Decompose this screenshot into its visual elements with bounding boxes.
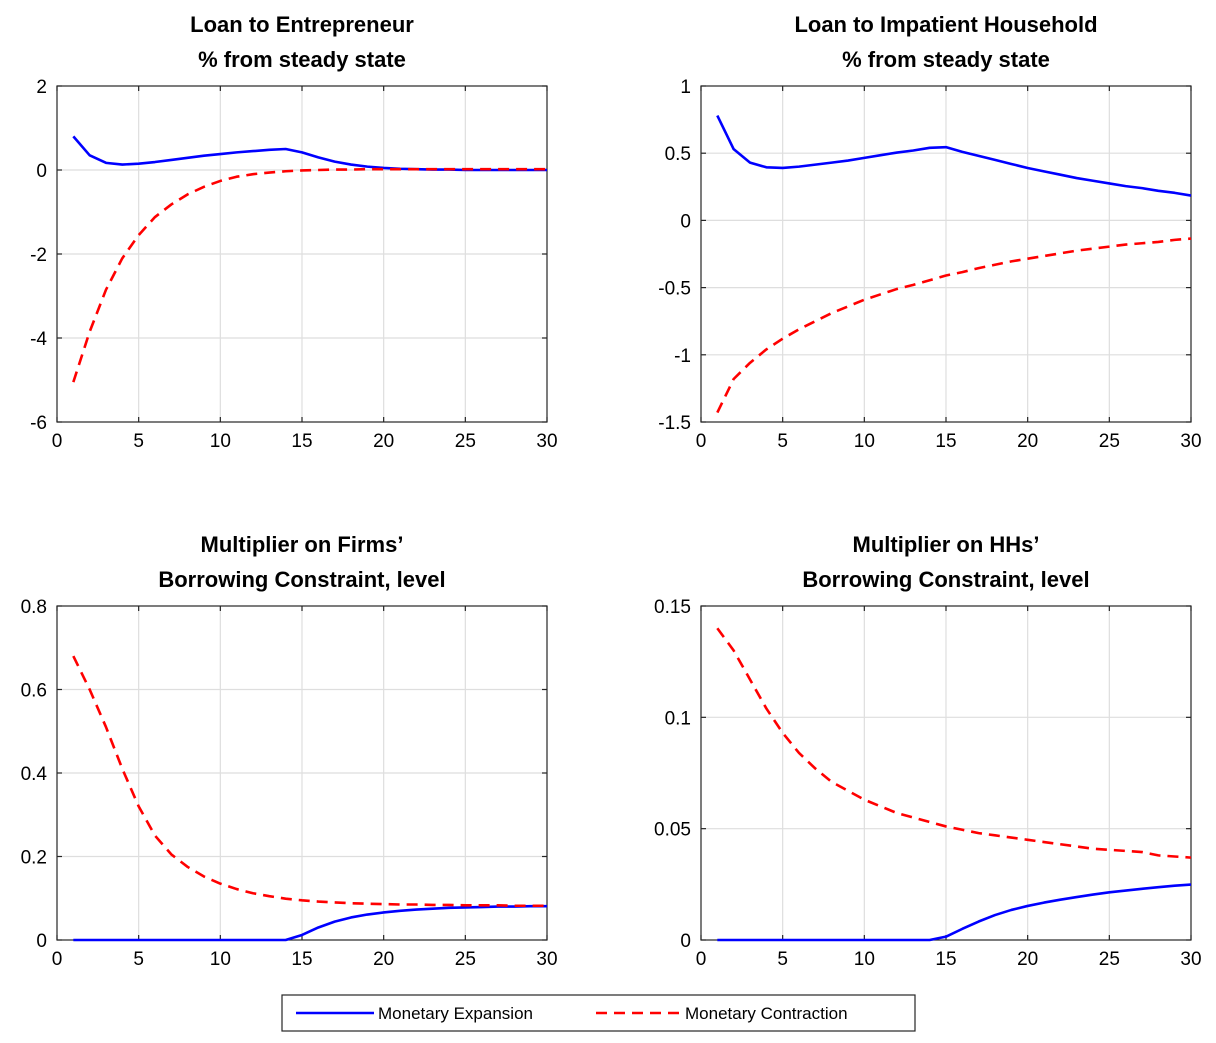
- y-tick-label: 0.1: [665, 708, 691, 729]
- y-tick-label: 0.8: [21, 597, 47, 618]
- series-line-contraction: [72, 167, 547, 383]
- y-tick-label: 2: [36, 77, 47, 98]
- x-tick-label: 10: [210, 431, 231, 452]
- x-tick-label: 25: [455, 431, 476, 452]
- chart-title-line-1: Multiplier on HHs’: [853, 532, 1040, 557]
- y-tick-label: -6: [30, 413, 47, 434]
- x-tick-label: 30: [1180, 431, 1201, 452]
- y-tick-label: 0: [36, 161, 47, 182]
- x-tick-label: 5: [777, 431, 788, 452]
- x-tick-label: 20: [1017, 431, 1038, 452]
- y-tick-label: 1: [680, 77, 691, 98]
- y-tick-label: 0.15: [654, 597, 691, 618]
- x-tick-label: 30: [536, 949, 557, 970]
- x-tick-label: 20: [373, 949, 394, 970]
- x-tick-label: 10: [854, 949, 875, 970]
- chart-panel-4: 0 5 10 15 20 25 30 0 0.05 0.1 0.15 Multiplier on HH…: [654, 532, 1202, 970]
- x-tick-label: 30: [536, 431, 557, 452]
- legend-label-expansion: Monetary Expansion: [378, 1004, 533, 1023]
- y-tick-label: 0: [680, 211, 691, 232]
- x-tick-label: 25: [1099, 949, 1120, 970]
- chart-panel-2: 0 5 10 15 20 25 30 -1.5 -1 -0.5 0 0.5 1 Loan to Impat…: [658, 12, 1201, 452]
- series-line-contraction: [72, 655, 547, 908]
- y-tick-label: -1: [674, 346, 691, 367]
- x-tick-label: 15: [291, 949, 312, 970]
- chart-title-line-1: Loan to Impatient Household: [794, 12, 1097, 37]
- chart-panel-3: 0 5 10 15 20 25 30 0 0.2 0.4 0.6 0.8 Multiplier on F…: [21, 532, 558, 970]
- y-tick-label: -1.5: [658, 413, 691, 434]
- chart-panel-1: 0 5 10 15 20 25 30 -6 -4 -2 0 2 Loan to Entrepreneur…: [30, 12, 557, 452]
- x-tick-label: 5: [133, 431, 144, 452]
- x-tick-label: 10: [210, 949, 231, 970]
- x-tick-label: 5: [777, 949, 788, 970]
- series-line-expansion: [73, 904, 547, 942]
- x-tick-label: 0: [52, 949, 63, 970]
- series-line-expansion: [72, 135, 547, 172]
- chart-title-line-1: Multiplier on Firms’: [201, 532, 404, 557]
- y-tick-label: -2: [30, 245, 47, 266]
- y-tick-label: 0.5: [665, 144, 691, 165]
- x-tick-label: 5: [133, 949, 144, 970]
- chart-title-line-1: Loan to Entrepreneur: [190, 12, 414, 37]
- legend-label-contraction: Monetary Contraction: [685, 1004, 848, 1023]
- chart-title-line-2: % from steady state: [842, 47, 1050, 72]
- x-tick-label: 15: [291, 431, 312, 452]
- y-tick-label: 0.05: [654, 820, 691, 841]
- y-tick-label: 0: [680, 931, 691, 952]
- y-tick-label: 0: [36, 931, 47, 952]
- x-tick-label: 20: [1017, 949, 1038, 970]
- x-tick-label: 25: [1099, 431, 1120, 452]
- x-tick-label: 0: [696, 949, 707, 970]
- chart-title-line-2: % from steady state: [198, 47, 406, 72]
- series-line-expansion: [717, 883, 1192, 942]
- series-line-expansion: [716, 115, 1192, 197]
- y-tick-label: -0.5: [658, 279, 691, 300]
- x-tick-label: 15: [935, 431, 956, 452]
- chart-title-line-2: Borrowing Constraint, level: [158, 567, 445, 592]
- x-tick-label: 10: [854, 431, 875, 452]
- y-tick-label: 0.4: [21, 764, 48, 785]
- x-tick-label: 0: [696, 431, 707, 452]
- series-line-contraction: [716, 627, 1192, 859]
- x-tick-label: 30: [1180, 949, 1201, 970]
- y-tick-label: -4: [30, 329, 47, 350]
- y-tick-label: 0.2: [21, 848, 47, 869]
- x-tick-label: 0: [52, 431, 63, 452]
- x-tick-label: 25: [455, 949, 476, 970]
- legend: Monetary Expansion Monetary Contraction: [281, 994, 916, 1032]
- y-tick-label: 0.6: [21, 681, 47, 702]
- x-tick-label: 20: [373, 431, 394, 452]
- x-tick-label: 15: [935, 949, 956, 970]
- chart-title-line-2: Borrowing Constraint, level: [802, 567, 1089, 592]
- series-line-contraction: [716, 237, 1192, 414]
